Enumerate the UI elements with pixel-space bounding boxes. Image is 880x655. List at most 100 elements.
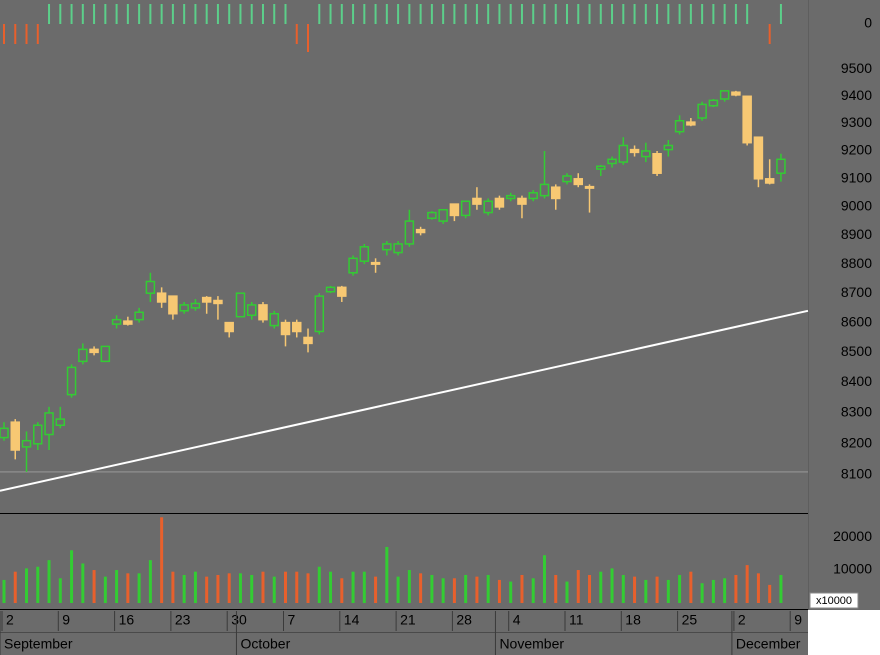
candle-body bbox=[258, 304, 268, 321]
candle-body bbox=[742, 95, 752, 144]
volume-bar bbox=[768, 584, 772, 603]
corner bbox=[808, 610, 880, 655]
signal-bar bbox=[318, 4, 321, 24]
volume-bar bbox=[227, 573, 231, 603]
candle-body bbox=[370, 261, 381, 265]
signal-bar bbox=[746, 4, 749, 24]
candle-body bbox=[483, 200, 493, 214]
volume-bar bbox=[272, 576, 276, 603]
candle-body bbox=[539, 183, 550, 197]
candle-body bbox=[596, 165, 606, 170]
volume-bar bbox=[441, 578, 445, 603]
volume-bar bbox=[644, 579, 648, 603]
signal-bar bbox=[216, 4, 219, 24]
candle-body bbox=[415, 228, 426, 234]
candle-body bbox=[505, 194, 516, 200]
candle-body bbox=[348, 257, 358, 274]
candle-body bbox=[438, 208, 448, 222]
candle-body bbox=[33, 424, 43, 445]
signal-bar bbox=[498, 4, 501, 24]
x-tick-label: 18 bbox=[625, 612, 641, 628]
signal-bar bbox=[397, 4, 400, 24]
signal-bar bbox=[59, 4, 62, 24]
x-tick-label: 9 bbox=[794, 612, 802, 628]
signal-bar bbox=[363, 4, 366, 24]
candle-body bbox=[0, 427, 9, 439]
signal-bar bbox=[273, 4, 276, 24]
candle-body bbox=[641, 150, 651, 158]
signal-bar bbox=[599, 4, 602, 24]
signal-bar bbox=[138, 4, 141, 24]
signal-bar bbox=[701, 4, 704, 24]
y-tick-label: 8900 bbox=[841, 226, 872, 242]
signal-bar bbox=[93, 4, 96, 24]
volume-bar bbox=[734, 574, 738, 603]
volume-bar bbox=[81, 563, 85, 603]
signal-bar bbox=[104, 4, 107, 24]
y-tick-label: 8800 bbox=[841, 255, 872, 271]
month-label: November bbox=[499, 636, 564, 652]
signal-bar bbox=[419, 4, 422, 24]
signal-bar bbox=[633, 4, 636, 24]
volume-bar bbox=[430, 574, 434, 603]
signal-bar bbox=[81, 4, 84, 24]
signal-bar bbox=[3, 24, 5, 44]
x-tick-label: 25 bbox=[682, 612, 698, 628]
signal-bar bbox=[295, 24, 298, 44]
candle-body bbox=[404, 220, 415, 245]
candle-body bbox=[21, 439, 32, 448]
candle-body bbox=[303, 336, 313, 345]
volume-bar bbox=[689, 571, 693, 603]
signal-bar bbox=[194, 4, 197, 24]
candle-body bbox=[517, 197, 527, 205]
y-tick-label: 9500 bbox=[841, 60, 872, 76]
candle-body bbox=[89, 348, 99, 354]
candle-body bbox=[134, 311, 144, 321]
candle-body bbox=[494, 197, 505, 208]
volume-bar bbox=[565, 581, 569, 603]
volume-bar bbox=[70, 550, 74, 603]
candle-body bbox=[190, 302, 201, 309]
x-tick-label: 2 bbox=[6, 612, 14, 628]
x-tick-label: 4 bbox=[513, 612, 521, 628]
signal-bar bbox=[149, 4, 152, 24]
candle-body bbox=[168, 295, 178, 315]
x-tick-label: 2 bbox=[738, 612, 746, 628]
candle-body bbox=[359, 246, 370, 262]
y-tick-label: 0 bbox=[864, 15, 872, 31]
volume-bar bbox=[103, 576, 107, 603]
volume-bar bbox=[633, 576, 637, 603]
volume-bar bbox=[306, 573, 310, 603]
signal-bar bbox=[408, 4, 411, 24]
signal-bar bbox=[171, 4, 174, 24]
signal-bar bbox=[442, 4, 445, 24]
signal-bar bbox=[520, 4, 523, 24]
volume-bar bbox=[723, 578, 727, 603]
candle-body bbox=[55, 418, 66, 426]
candle-body bbox=[528, 192, 538, 200]
volume-bar bbox=[250, 574, 254, 603]
candle-body bbox=[618, 144, 629, 163]
volume-bar bbox=[542, 555, 546, 603]
candle-body bbox=[663, 144, 674, 151]
signal-bar bbox=[307, 24, 310, 52]
x-tick-label: 14 bbox=[344, 612, 360, 628]
signal-bar bbox=[340, 4, 343, 24]
candle-body bbox=[44, 412, 54, 436]
volume-bar bbox=[407, 570, 411, 603]
candle-body bbox=[708, 99, 719, 107]
y-tick-label: 9100 bbox=[841, 170, 872, 186]
volume-bar bbox=[554, 574, 558, 603]
month-label: September bbox=[4, 636, 73, 652]
candle-body bbox=[686, 121, 696, 126]
candle-body bbox=[382, 243, 392, 251]
volume-bar bbox=[238, 573, 242, 603]
candle-body bbox=[145, 280, 156, 294]
candle-body bbox=[562, 175, 572, 183]
candle-body bbox=[100, 345, 111, 363]
signal-bar bbox=[779, 4, 782, 24]
volume-bar bbox=[396, 576, 400, 603]
signal-bar bbox=[656, 4, 659, 24]
signal-bar bbox=[385, 4, 388, 24]
